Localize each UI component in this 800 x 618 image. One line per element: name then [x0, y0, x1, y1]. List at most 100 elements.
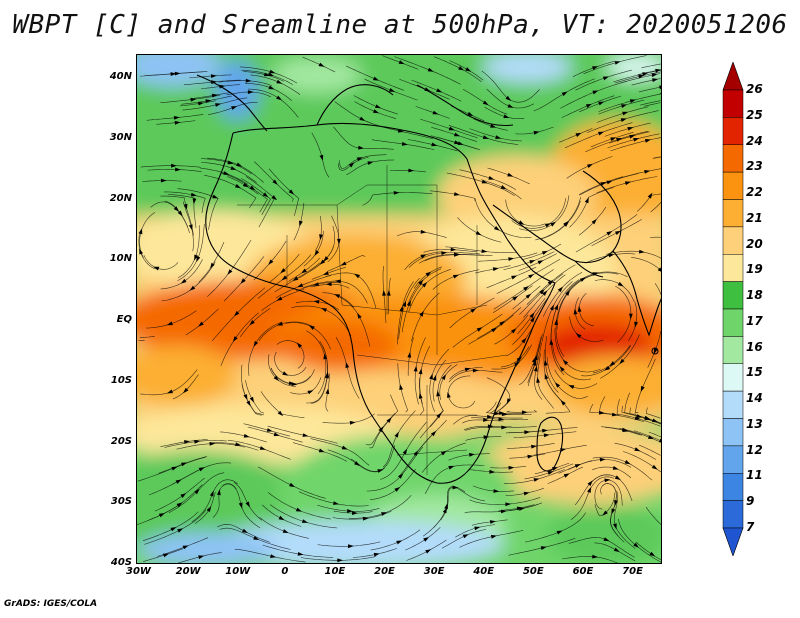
- streamline: [605, 250, 661, 259]
- streamline: [239, 66, 298, 84]
- streamline: [449, 367, 483, 380]
- lat-tick-label: 30N: [109, 132, 132, 143]
- streamline-arrowhead: [591, 218, 597, 225]
- streamline: [143, 548, 184, 562]
- streamline-arrowhead: [231, 106, 238, 110]
- streamline-arrowhead: [245, 501, 250, 508]
- streamline: [421, 442, 467, 473]
- streamline: [633, 430, 661, 442]
- colorbar-bin: [722, 363, 744, 392]
- streamline: [240, 364, 265, 416]
- streamline-arrowhead: [396, 540, 403, 545]
- streamline-arrowhead: [406, 300, 411, 307]
- streamline-arrowhead: [319, 234, 323, 241]
- streamline-arrowhead: [174, 120, 181, 125]
- streamline-arrowhead: [512, 295, 519, 301]
- streamline: [310, 438, 370, 466]
- streamline-arrowhead: [606, 231, 613, 236]
- streamline-arrowhead: [398, 60, 405, 65]
- streamline: [445, 246, 518, 253]
- streamline: [543, 272, 583, 317]
- streamline-arrowhead: [604, 365, 611, 371]
- streamline-arrowhead: [243, 433, 250, 438]
- streamline-arrowhead: [503, 114, 510, 119]
- streamline: [601, 426, 643, 436]
- streamline-arrowhead: [373, 76, 380, 81]
- streamline-arrowhead: [563, 473, 570, 478]
- streamline: [583, 55, 647, 75]
- streamline: [505, 199, 546, 227]
- streamline-arrowhead: [419, 310, 424, 317]
- streamline-arrowhead: [402, 448, 408, 455]
- streamline-arrowhead: [452, 274, 459, 279]
- streamline-arrowhead: [393, 191, 400, 195]
- streamline-arrowhead: [585, 103, 592, 108]
- streamline: [335, 337, 360, 399]
- streamline: [537, 353, 554, 409]
- colorbar-bin: [722, 308, 744, 337]
- streamline: [592, 456, 653, 481]
- colorbar-label: 13: [746, 416, 763, 431]
- streamline: [506, 409, 538, 413]
- streamline-arrowhead: [659, 85, 661, 90]
- streamline-arrowhead: [511, 275, 518, 280]
- streamline-arrowhead: [209, 441, 216, 446]
- streamline-arrowhead: [624, 460, 631, 465]
- colorbar-label: 17: [746, 313, 763, 328]
- streamline: [641, 63, 661, 69]
- streamline-arrowhead: [362, 516, 369, 521]
- colorbar-label: 14: [746, 391, 763, 406]
- streamline: [609, 131, 650, 144]
- colorbar-bin: [722, 117, 744, 145]
- streamline-arrowhead: [487, 414, 493, 419]
- streamline-arrowhead: [568, 385, 575, 389]
- streamline-arrowhead: [505, 502, 512, 507]
- streamline: [545, 335, 559, 393]
- streamline-arrowhead: [531, 444, 537, 449]
- streamline: [473, 118, 508, 131]
- streamline-arrowhead: [611, 412, 618, 417]
- streamline-arrowhead: [655, 68, 661, 73]
- streamline-arrowhead: [645, 139, 651, 143]
- streamline-arrowhead: [170, 527, 177, 532]
- streamline-arrowhead: [533, 130, 540, 135]
- map-panel: [136, 54, 662, 564]
- streamline: [475, 265, 511, 274]
- streamline-arrowhead: [271, 195, 278, 201]
- streamline-arrowhead: [544, 223, 551, 228]
- streamline-arrowhead: [606, 180, 613, 185]
- streamline-arrowhead: [532, 360, 537, 366]
- streamline-arrowhead: [198, 101, 205, 106]
- streamline: [568, 537, 635, 558]
- colorbar-top-arrow: [722, 62, 744, 91]
- colorbar-label: 18: [746, 288, 763, 303]
- streamline: [575, 214, 638, 253]
- streamline-arrowhead: [488, 176, 495, 180]
- streamline: [268, 168, 300, 216]
- streamline-arrowhead: [308, 325, 315, 330]
- streamline: [564, 122, 633, 149]
- streamline-arrowhead: [223, 171, 230, 175]
- streamline-arrowhead: [490, 124, 497, 128]
- streamline-arrowhead: [540, 546, 547, 550]
- streamline-arrowhead: [658, 438, 661, 443]
- streamline: [478, 252, 538, 262]
- streamline: [322, 292, 355, 308]
- streamline-arrowhead: [205, 99, 212, 103]
- streamline: [616, 399, 661, 427]
- streamline-arrowhead: [634, 321, 638, 328]
- streamline-arrowhead: [347, 509, 353, 513]
- streamline-arrowhead: [547, 471, 554, 475]
- streamline-arrowhead: [175, 167, 181, 172]
- colorbar-bin: [722, 89, 744, 118]
- streamline-arrowhead: [273, 432, 280, 437]
- streamline: [476, 307, 522, 339]
- streamline: [506, 443, 555, 449]
- streamline-arrowhead: [389, 88, 396, 92]
- streamline-arrowhead: [523, 491, 530, 496]
- streamline-arrowhead: [171, 466, 178, 471]
- streamline-arrowhead: [183, 387, 189, 394]
- streamline-arrowhead: [592, 272, 599, 276]
- streamline-arrowhead: [494, 225, 500, 231]
- streamline: [645, 506, 661, 525]
